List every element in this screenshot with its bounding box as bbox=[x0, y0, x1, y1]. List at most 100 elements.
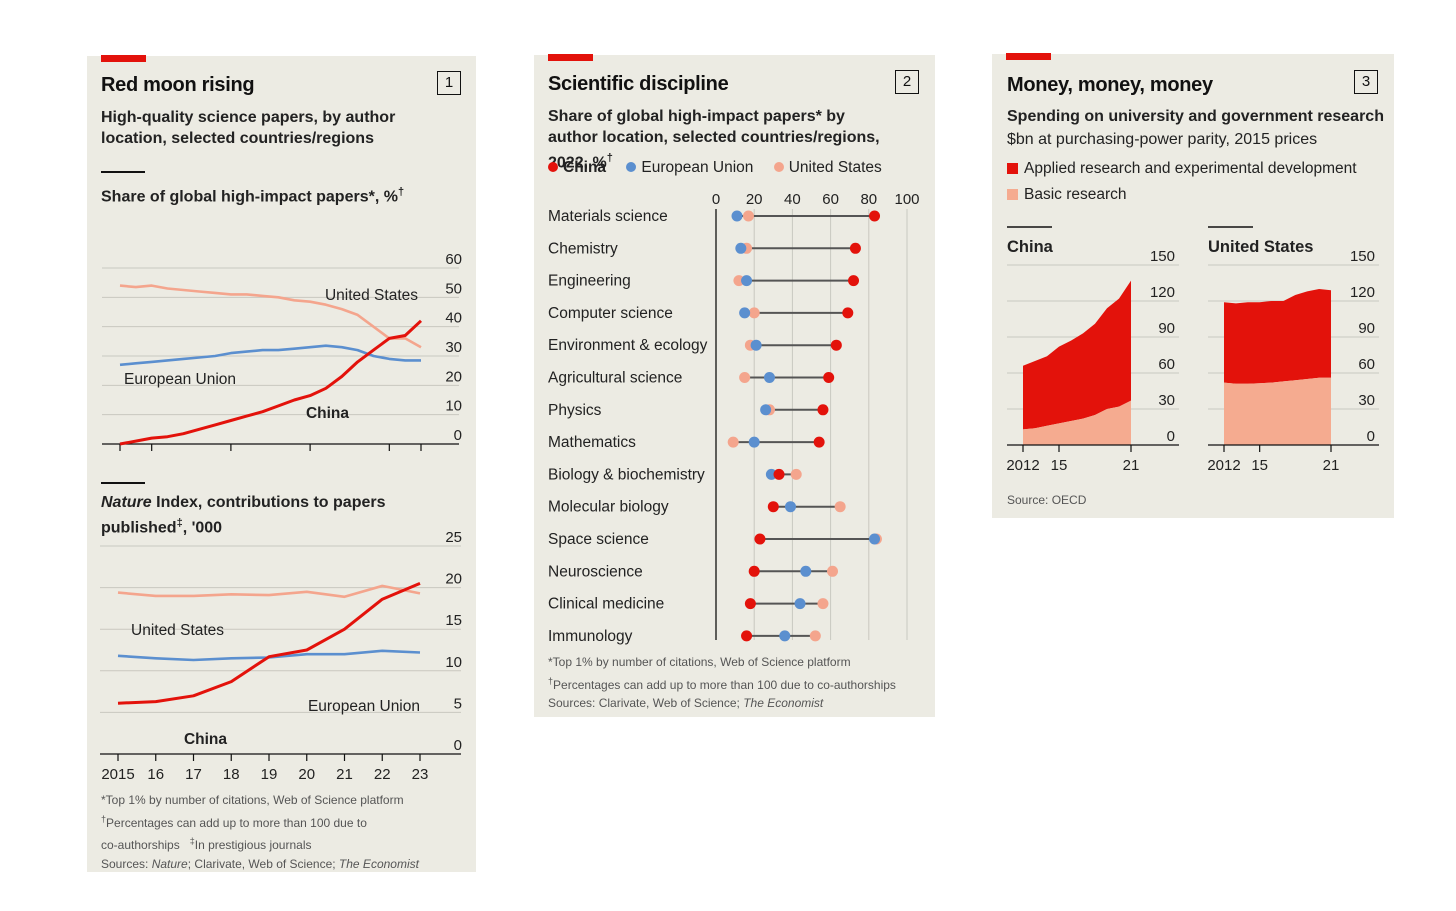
legend-eu-label: European Union bbox=[641, 159, 754, 176]
y-tick-label: 0 bbox=[1167, 428, 1175, 445]
panel1-footnote2: †Percentages can add up to more than 100… bbox=[101, 810, 471, 833]
y-tick-label: 30 bbox=[445, 339, 462, 356]
x-tick-label: 40 bbox=[784, 191, 801, 208]
dot-us bbox=[733, 275, 745, 287]
area-basic bbox=[1023, 400, 1131, 445]
series-line-china bbox=[119, 319, 423, 446]
y-tick-label: 15 bbox=[445, 612, 462, 629]
series-label-us: United States bbox=[325, 287, 418, 304]
us-area-svg: United States 0 30 60 90 120 150 2012 15 21 bbox=[1207, 226, 1379, 474]
sources-end: The Economist bbox=[338, 856, 419, 871]
x-tick-label: 15 bbox=[1051, 457, 1068, 474]
category-label: Clinical medicine bbox=[548, 596, 664, 613]
dot-china bbox=[823, 372, 835, 383]
dot-eu bbox=[779, 630, 791, 642]
y-tick-label: 150 bbox=[1350, 248, 1375, 265]
panel2-sources: Sources: Clarivate, Web of Science; The … bbox=[548, 694, 933, 713]
x-tick-label: 60 bbox=[822, 191, 839, 208]
footnote3-mark: ‡ bbox=[189, 836, 195, 846]
panel2-legend: China European Union United States bbox=[548, 159, 882, 177]
dot-us bbox=[827, 565, 839, 577]
panel1-footnotes: *Top 1% by number of citations, Web of S… bbox=[101, 791, 471, 873]
chart1-label-text: Share of global high-impact papers*, % bbox=[101, 188, 398, 206]
category-label: Molecular biology bbox=[548, 499, 669, 516]
dot-eu bbox=[869, 533, 881, 545]
chart1-label-mark: † bbox=[397, 186, 405, 198]
x-tick-label: 18 bbox=[223, 766, 240, 781]
chart1-svg: 010203040506020030510152022Year of publi… bbox=[102, 251, 462, 451]
dot-china bbox=[773, 468, 785, 480]
panel3-number: 3 bbox=[1354, 70, 1378, 94]
y-tick-label: 90 bbox=[1358, 320, 1375, 337]
chart2-label-mark: ‡ bbox=[176, 517, 183, 529]
dot-eu bbox=[784, 501, 796, 513]
panel3-subtitle2: $bn at purchasing-power parity, 2015 pri… bbox=[1007, 131, 1318, 148]
panel2-footnote2-mark: † bbox=[548, 675, 554, 686]
x-tick-label: 2012 bbox=[1006, 457, 1039, 474]
dot-eu bbox=[800, 565, 812, 577]
dot-eu bbox=[765, 468, 777, 480]
panel1-subtitle: High-quality science papers, by author l… bbox=[101, 109, 396, 147]
category-label: Environment & ecology bbox=[548, 337, 708, 354]
y-tick-label: 20 bbox=[445, 368, 462, 385]
y-tick-label: 10 bbox=[445, 654, 462, 671]
dumbbell-chart-svg: 0 20 40 60 80 100 Materials science Chemistry En… bbox=[548, 191, 920, 645]
dot-eu bbox=[763, 372, 775, 383]
panel2-subtitle: Share of global high-impact papers* by a… bbox=[548, 106, 898, 173]
dot-china bbox=[748, 565, 760, 577]
panel3-legend-basic: Basic research bbox=[1007, 186, 1127, 204]
y-tick-label: 25 bbox=[445, 531, 462, 546]
x-tick-label: 19 bbox=[261, 766, 278, 781]
dot-us bbox=[739, 372, 751, 383]
footnote3-text: co-authorships bbox=[101, 838, 180, 852]
panel1-rule1 bbox=[101, 171, 145, 173]
category-label: Biology & biochemistry bbox=[548, 466, 705, 483]
y-tick-label: 90 bbox=[1158, 320, 1175, 337]
dot-eu bbox=[741, 275, 753, 287]
y-tick-label: 0 bbox=[454, 427, 462, 444]
y-tick-label: 60 bbox=[1158, 356, 1175, 373]
category-label: Immunology bbox=[548, 628, 633, 645]
area-basic bbox=[1224, 377, 1331, 445]
x-tick-label: 17 bbox=[185, 766, 202, 781]
area-applied bbox=[1023, 280, 1131, 430]
y-tick-label: 150 bbox=[1150, 248, 1175, 265]
x-tick-label: 0 bbox=[712, 191, 720, 208]
dot-eu bbox=[731, 210, 743, 222]
panel2-footnote1: *Top 1% by number of citations, Web of S… bbox=[548, 655, 851, 669]
y-tick-label: 30 bbox=[1158, 392, 1175, 409]
panel1-title: Red moon rising bbox=[101, 74, 255, 96]
category-label: Neuroscience bbox=[548, 563, 643, 580]
panel1-rule2 bbox=[101, 482, 145, 484]
series-label-china: China bbox=[306, 405, 349, 422]
dot-us bbox=[727, 436, 739, 448]
dot-us bbox=[834, 501, 846, 513]
legend-us-label: United States bbox=[788, 159, 882, 176]
legend-china-dot bbox=[548, 162, 558, 172]
legend-china-label: China bbox=[563, 159, 607, 176]
panel-red-moon-rising: Red moon rising 1 High-quality science p… bbox=[87, 55, 476, 873]
red-tab bbox=[1006, 53, 1051, 60]
panel3-title: Money, money, money bbox=[1007, 74, 1213, 96]
dot-eu bbox=[739, 307, 751, 319]
y-tick-label: 60 bbox=[1358, 356, 1375, 373]
x-tick-label: 20 bbox=[746, 191, 763, 208]
dot-china bbox=[754, 533, 766, 545]
y-tick-label: 40 bbox=[445, 310, 462, 327]
area-applied bbox=[1224, 289, 1331, 384]
legend-eu-dot bbox=[626, 162, 637, 172]
category-label: Space science bbox=[548, 531, 649, 548]
dot-china bbox=[767, 501, 779, 513]
dot-eu bbox=[748, 436, 760, 448]
y-tick-label: 20 bbox=[445, 571, 462, 588]
y-tick-label: 30 bbox=[1358, 392, 1375, 409]
panel3-subtitle: Spending on university and government re… bbox=[1007, 108, 1384, 125]
chart-title: China bbox=[1007, 238, 1054, 256]
legend-applied-label: Applied research and experimental develo… bbox=[1024, 160, 1357, 177]
x-tick-label: 15 bbox=[1251, 457, 1268, 474]
panel2-footnote2: †Percentages can add up to more than 100… bbox=[548, 672, 933, 695]
series-line-eu bbox=[119, 344, 421, 367]
series-label-china: China bbox=[184, 731, 227, 748]
x-tick-label: 21 bbox=[1323, 457, 1340, 474]
dot-eu bbox=[750, 339, 762, 351]
